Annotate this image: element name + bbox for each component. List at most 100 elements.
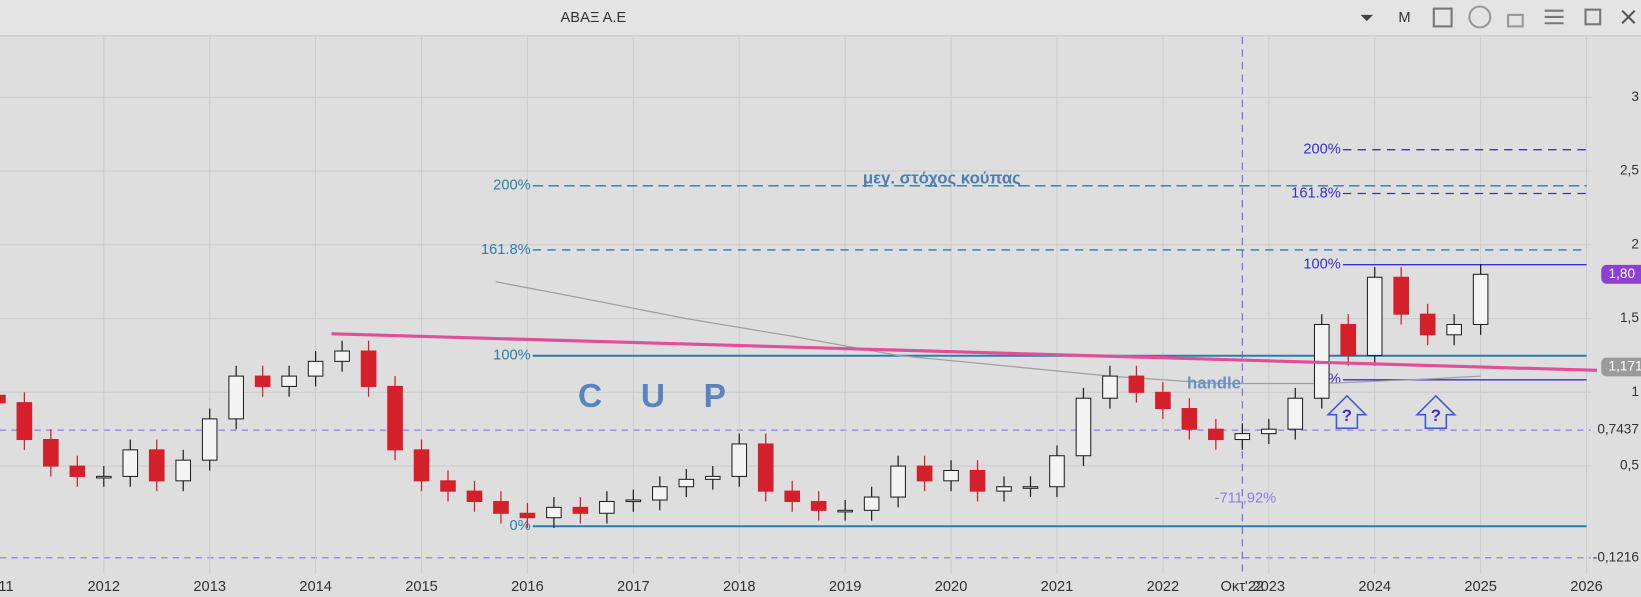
candle-body xyxy=(1022,486,1039,489)
candle-body xyxy=(201,418,218,461)
candle-body xyxy=(1234,433,1251,441)
annotation: μεγ. στόχος κούπας xyxy=(863,169,1021,188)
candle-body xyxy=(360,350,377,387)
candle-body xyxy=(413,449,430,482)
menu-button[interactable] xyxy=(1544,9,1564,25)
candle-body xyxy=(546,506,562,519)
candle-body xyxy=(1155,391,1171,410)
x-tick-label: 2011 xyxy=(0,579,14,595)
fib-label: 200% xyxy=(493,178,530,194)
candle-body xyxy=(1393,276,1409,315)
y-tick-label: 0,5 xyxy=(1620,458,1639,473)
candle-body xyxy=(0,394,6,404)
y-tick-label: 3 xyxy=(1631,89,1639,104)
x-tick-label: 2021 xyxy=(1041,579,1074,595)
candle-body xyxy=(95,475,112,479)
x-tick-label: 2020 xyxy=(935,579,968,595)
toolbar xyxy=(0,0,1641,36)
annotation: -711,92% xyxy=(1215,490,1277,506)
annotation: ? xyxy=(1342,406,1352,425)
candle-body xyxy=(519,512,536,519)
candle-body xyxy=(1208,428,1224,441)
annotation: ? xyxy=(1431,406,1441,425)
candle-body xyxy=(757,443,774,492)
price-badge xyxy=(1601,264,1641,284)
candle-body xyxy=(1075,397,1092,457)
quote-button[interactable] xyxy=(1468,5,1492,29)
candle-body xyxy=(493,500,509,514)
x-tick-label: 2015 xyxy=(405,579,438,595)
candle-body xyxy=(625,499,642,503)
candle-body xyxy=(863,496,880,511)
x-tick-label: 2019 xyxy=(829,579,862,595)
candle-body xyxy=(810,500,827,511)
candle-body xyxy=(334,350,350,362)
candle-body xyxy=(652,486,668,501)
fib-label: 100% xyxy=(1303,257,1340,273)
x-tick-label: 2025 xyxy=(1464,579,1497,595)
restore-button[interactable] xyxy=(1584,8,1602,26)
candle-body xyxy=(69,465,86,477)
candle-body xyxy=(784,490,801,502)
candle-body xyxy=(969,469,986,492)
fib-label: 161.8% xyxy=(481,242,531,258)
annotation: C U P xyxy=(578,378,741,415)
candle-body xyxy=(890,465,906,498)
price-badge-label: 1,1716 xyxy=(1609,359,1641,374)
price-badge xyxy=(1601,357,1641,377)
candle-body xyxy=(572,506,589,514)
candle-body xyxy=(1181,408,1198,430)
x-tick-label: 2024 xyxy=(1358,579,1391,595)
candle-body xyxy=(16,402,33,441)
candle-body xyxy=(916,465,933,482)
candle-body xyxy=(466,490,483,502)
candle-body xyxy=(1128,375,1145,393)
candle-body xyxy=(387,385,403,451)
candle-body xyxy=(1102,375,1118,399)
candle-body xyxy=(599,500,615,514)
x-tick-label: 2014 xyxy=(299,579,332,595)
x-tick-label: 2013 xyxy=(193,579,226,595)
x-tick-label: 2016 xyxy=(511,579,544,595)
candle-body xyxy=(43,439,59,467)
fib-label: 161.8% xyxy=(1291,185,1341,201)
dropdown-button[interactable] xyxy=(1360,14,1374,22)
candle-body xyxy=(704,475,721,480)
lock-button[interactable] xyxy=(1507,13,1524,28)
price-badge-label: 1,80 xyxy=(1609,266,1636,281)
candle-body xyxy=(1340,323,1357,356)
candle-body xyxy=(943,469,959,482)
candle-body xyxy=(1260,428,1277,435)
timeframe-button[interactable]: M xyxy=(1398,10,1410,26)
x-tick-label: 2026 xyxy=(1570,579,1603,595)
y-tick-label: 2,5 xyxy=(1620,163,1639,178)
y-tick-label: 0,7437 xyxy=(1597,422,1639,437)
up-arrow-marker xyxy=(1415,394,1457,430)
candle-body xyxy=(228,375,244,420)
close-button[interactable] xyxy=(1621,9,1636,24)
candle-body xyxy=(175,459,192,482)
window-title: ΑΒΑΞ Α.Ε xyxy=(561,10,627,26)
fib-label: 200% xyxy=(1303,142,1340,158)
candle-body xyxy=(837,509,853,513)
candle-body xyxy=(307,360,324,377)
trendline xyxy=(331,332,1598,372)
annotation: handle xyxy=(1187,374,1241,393)
x-tick-label: 2017 xyxy=(617,579,650,595)
y-tick-label: 2 xyxy=(1631,236,1639,251)
x-tick-label: 2022 xyxy=(1147,579,1180,595)
candle-body xyxy=(440,480,456,492)
candle-body xyxy=(996,486,1012,492)
layout-button[interactable] xyxy=(1432,7,1453,28)
candle-body xyxy=(1446,323,1462,336)
candle-body xyxy=(148,449,165,482)
candle-body xyxy=(1049,455,1065,488)
y-tick-label: 1 xyxy=(1631,384,1639,399)
x-tick-label: 2023 xyxy=(1253,579,1286,595)
y-tick-label: -0,1216 xyxy=(1593,549,1639,564)
x-tick-label: 2018 xyxy=(723,579,756,595)
y-tick-label: 1,5 xyxy=(1620,310,1639,325)
plot-area: 3 2,5 2 1,5 1 0,7437 0,5 -0,1216 2011 2012 2013 201… xyxy=(0,36,1641,595)
fib-label: 0% xyxy=(509,518,530,534)
